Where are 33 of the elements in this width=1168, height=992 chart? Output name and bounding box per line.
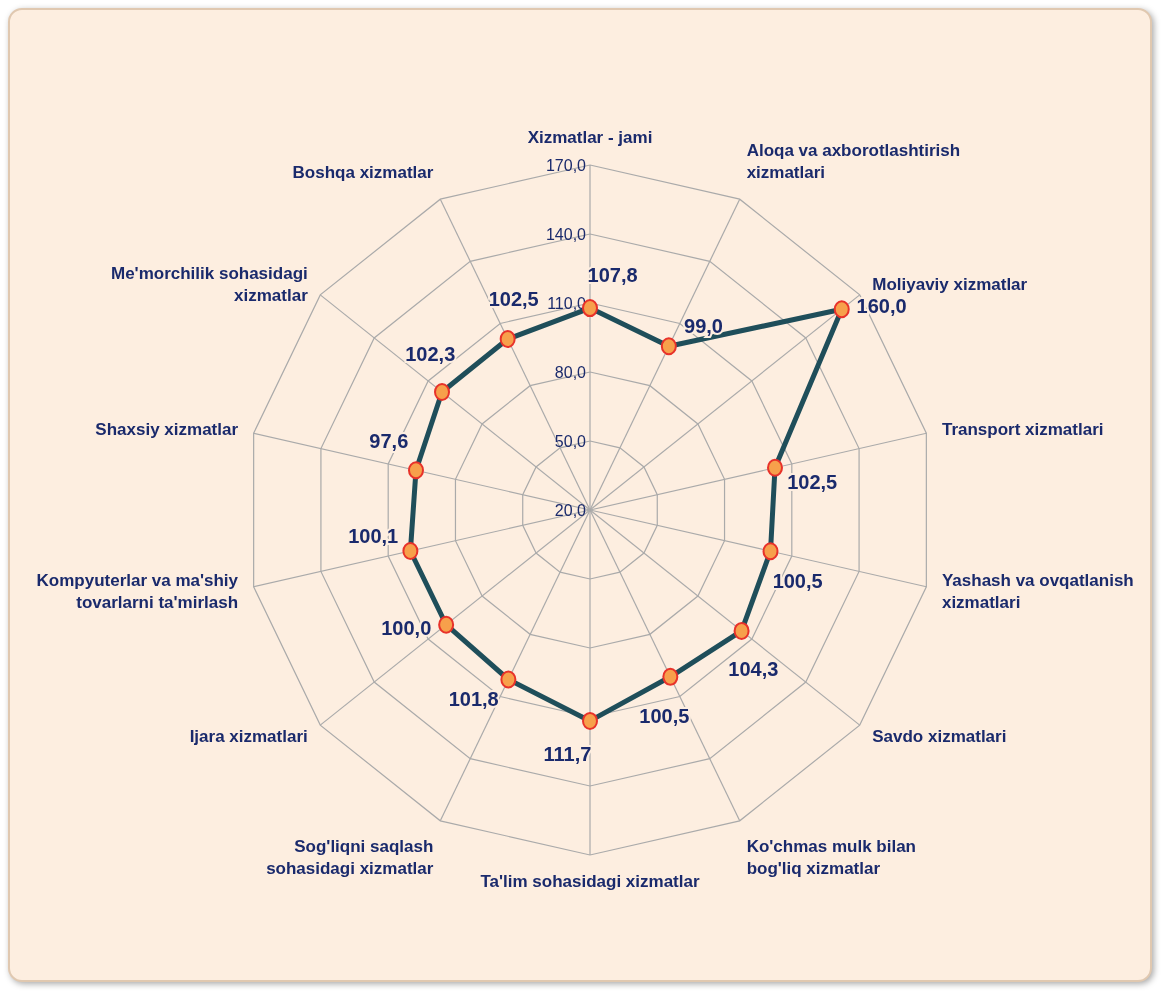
data-label: 101,8	[448, 688, 499, 711]
data-label: 97,6	[369, 429, 409, 452]
y-tick-label: 50,0	[554, 433, 587, 450]
spoke-label: Ta'lim sohasidagi xizmatlar	[480, 872, 700, 891]
data-label: 104,3	[728, 658, 779, 681]
data-label: 102,5	[787, 471, 838, 494]
data-label: 111,7	[543, 742, 592, 765]
spoke-label: Moliyaviy xizmatlar	[872, 274, 1028, 294]
spoke-label: Boshqa xizmatlar	[292, 162, 434, 182]
spoke-label: Xizmatlar - jami	[527, 128, 653, 147]
data-label: 160,0	[856, 295, 907, 318]
spoke-label: Yashash va ovqatlanish xizmatlari	[941, 570, 1134, 612]
y-tick-label: 140,0	[545, 226, 587, 243]
y-tick-label: 80,0	[554, 364, 587, 381]
data-label: 100,0	[381, 616, 432, 639]
data-label: 99,0	[684, 315, 723, 338]
data-label: 100,1	[348, 525, 399, 548]
data-label: 102,3	[405, 342, 456, 365]
spoke-label: Aloqa va axborotlashtirish xizmatlari	[746, 140, 961, 182]
spoke-label: Me'morchilik sohasidagi xizmatlar	[110, 263, 309, 305]
spoke-label: Sog'liqni saqlash sohasidagi xizmatlar	[266, 837, 434, 879]
spoke-label: Ijara xizmatlari	[189, 727, 308, 747]
spoke-label: Transport xizmatlari	[941, 420, 1104, 440]
data-label: 100,5	[772, 569, 823, 592]
data-label: 100,5	[639, 705, 690, 728]
spoke-label: Ko'chmas mulk bilan bog'liq xizmatlar	[746, 837, 917, 879]
spoke-label: Shaxsiy xizmatlar	[95, 420, 239, 440]
y-tick-label: 20,0	[554, 502, 587, 519]
data-label: 102,5	[488, 288, 539, 311]
spoke-label: Savdo xizmatlari	[872, 727, 1007, 747]
data-label: 107,8	[587, 264, 638, 287]
y-tick-label: 170,0	[545, 157, 587, 174]
spoke-label: Kompyuterlar va ma'shiy tovarlarni ta'mirlash	[36, 570, 239, 612]
